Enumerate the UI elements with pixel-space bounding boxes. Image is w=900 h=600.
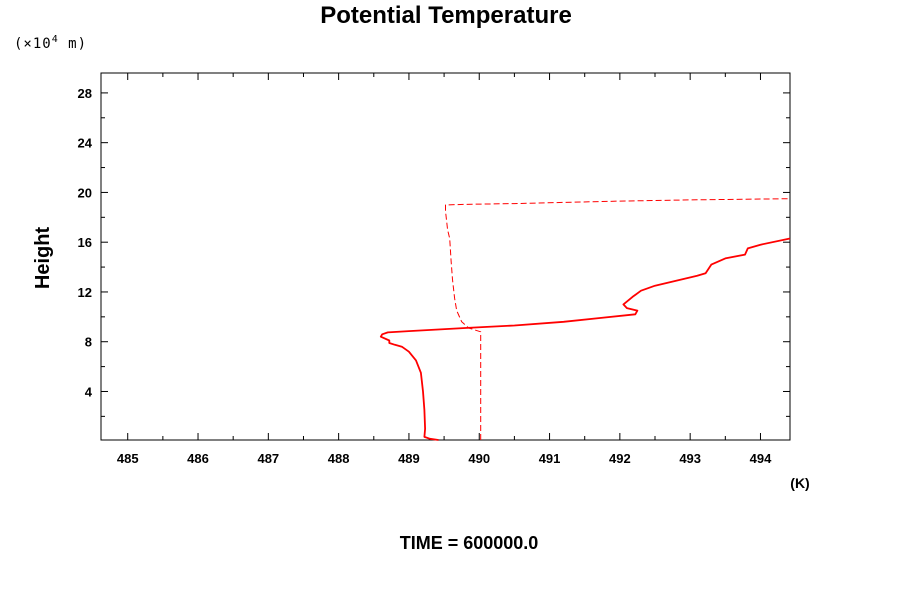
x-tick-label: 490 (468, 451, 490, 466)
axis-ticks: 485 486 487 488 489 490 491 492 493 494 4 8 12 16 20 24… (78, 73, 790, 466)
y-unit-prefix: (×10 (14, 36, 52, 52)
y-tick-label: 12 (78, 285, 92, 300)
y-axis-unit: (×104 m) (14, 34, 87, 52)
y-tick-label: 24 (78, 136, 93, 151)
y-unit-exponent: 4 (52, 34, 59, 45)
x-tick-label: 488 (328, 451, 350, 466)
x-axis-unit: (K) (790, 475, 809, 491)
series-layer (379, 198, 791, 441)
x-tick-label: 491 (539, 451, 561, 466)
x-tick-label: 487 (257, 451, 279, 466)
x-tick-label: 485 (117, 451, 139, 466)
x-tick-label: 492 (609, 451, 631, 466)
y-axis-label: Height (32, 227, 54, 290)
y-unit-suffix: m) (59, 36, 87, 52)
x-tick-label: 494 (750, 451, 772, 466)
x-tick-label: 489 (398, 451, 420, 466)
y-tick-label: 28 (78, 86, 92, 101)
y-tick-label: 20 (78, 185, 92, 200)
y-tick-label: 8 (85, 335, 92, 350)
y-tick-label: 4 (85, 384, 93, 399)
chart-title: Potential Temperature (320, 2, 572, 29)
y-tick-label: 16 (78, 235, 92, 250)
x-tick-label: 493 (679, 451, 701, 466)
x-tick-label: 486 (187, 451, 209, 466)
plot-frame (100, 72, 791, 441)
time-label: TIME = 600000.0 (400, 533, 539, 553)
series-solid-line (379, 237, 791, 441)
series-dashed-line (445, 198, 791, 440)
